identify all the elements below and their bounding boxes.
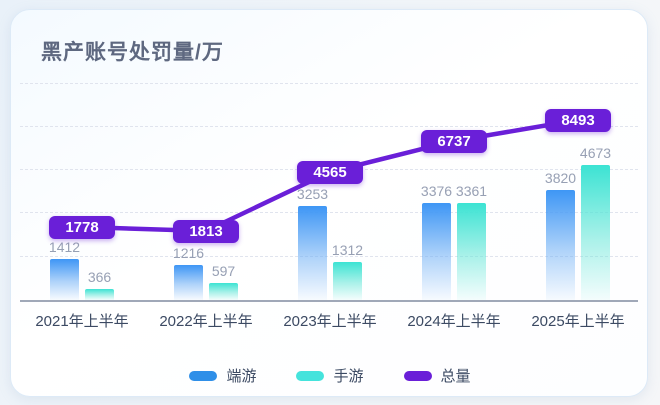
bar-value-label: 366 [87,269,112,285]
bar-value-label: 1312 [331,242,364,258]
total-badge-2023年上半年: 4565 [297,160,363,184]
legend-swatch-icon [189,370,218,381]
legend-swatch-icon [403,370,432,381]
x-axis-line [20,300,638,302]
total-badge-2025年上半年: 8493 [545,108,611,132]
gridline [20,212,638,213]
bar-value-label: 1412 [48,239,81,255]
gridline [20,126,638,127]
chart-card: 黑产账号处罚量/万 [10,9,648,397]
gridline [20,256,638,257]
total-badge-2021年上半年: 1778 [49,215,115,239]
bar-手游-2021年上半年 [85,289,114,300]
x-axis-label: 2025年上半年 [531,313,625,330]
bar-手游-2024年上半年 [457,203,486,300]
bar-端游-2025年上半年 [546,190,575,300]
legend-item-总量: 总量 [403,365,471,386]
bar-端游-2024年上半年 [422,203,451,300]
x-axis-label: 2022年上半年 [159,313,253,330]
bar-value-label: 4673 [579,145,612,161]
x-axis-label: 2023年上半年 [283,313,377,330]
x-axis-label: 2021年上半年 [35,313,129,330]
bar-端游-2022年上半年 [174,265,203,300]
total-badge-2024年上半年: 6737 [421,129,487,153]
bar-端游-2023年上半年 [298,206,327,300]
bar-value-label: 3361 [455,183,488,199]
bar-value-label: 3820 [544,170,577,186]
gridline [20,83,638,84]
bar-端游-2021年上半年 [50,259,79,300]
legend-label: 端游 [226,368,257,385]
bar-value-label: 3253 [296,186,329,202]
legend: 端游 手游 总量 [0,365,660,386]
x-axis-label: 2024年上半年 [407,313,501,330]
legend-swatch-icon [296,370,325,381]
bar-手游-2023年上半年 [333,262,362,300]
bar-value-label: 597 [211,263,236,279]
bar-手游-2022年上半年 [209,283,238,300]
bar-手游-2025年上半年 [581,165,610,300]
bar-value-label: 3376 [420,183,453,199]
chart-title: 黑产账号处罚量/万 [41,41,224,64]
legend-label: 手游 [333,368,364,385]
legend-item-端游: 端游 [189,365,256,386]
legend-item-手游: 手游 [296,365,364,386]
bar-value-label: 1216 [172,245,205,261]
total-badge-2022年上半年: 1813 [173,219,239,243]
legend-label: 总量 [440,368,471,385]
